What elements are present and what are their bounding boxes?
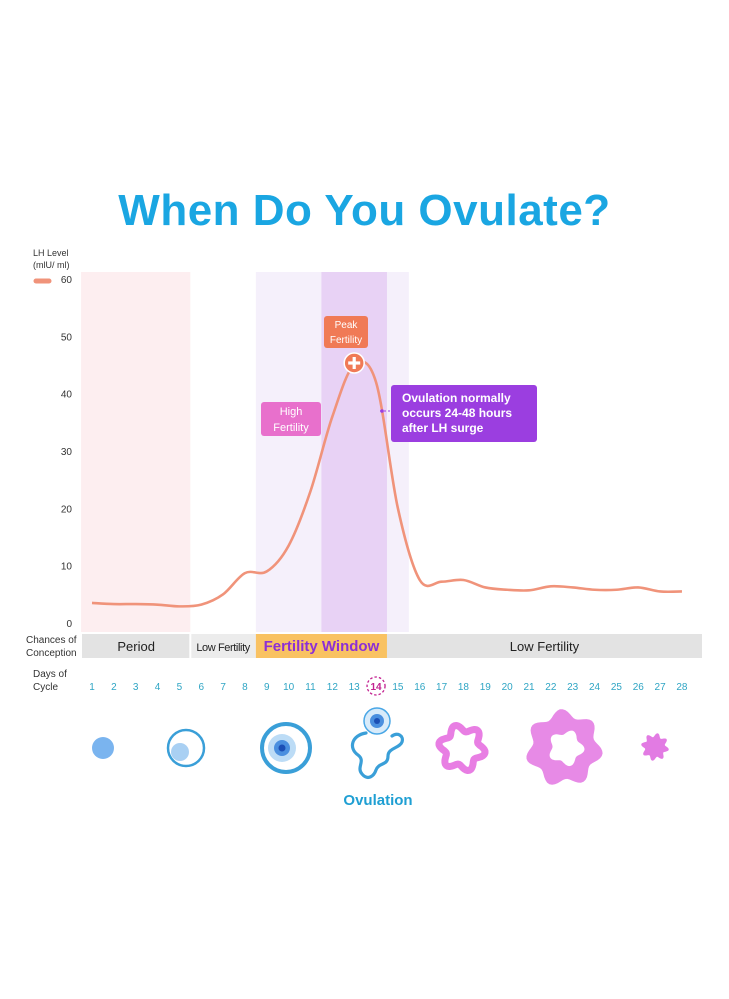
svg-text:Ovulation normally: Ovulation normally: [402, 391, 511, 405]
conception-segment: Fertility Window: [255, 634, 387, 658]
day-tick-label: 25: [611, 682, 623, 693]
y-axis-label: (mlU/ ml): [33, 260, 70, 270]
day-tick-label: 3: [133, 682, 139, 693]
day-tick-label: 5: [177, 682, 183, 693]
y-tick-label: 40: [61, 390, 73, 401]
day-tick-label: 1: [89, 682, 95, 693]
day-tick-label: 6: [198, 682, 204, 693]
y-tick-label: 0: [66, 619, 72, 630]
follicle-stage-3-icon: [260, 722, 312, 774]
peak-marker: [343, 352, 365, 374]
ovulation-caption: Ovulation: [343, 792, 412, 809]
day-tick-label: 8: [242, 682, 248, 693]
y-tick-label: 60: [61, 275, 73, 286]
ovulation-day-marker: [366, 676, 386, 696]
conception-segment: Low Fertility: [386, 634, 702, 658]
day-tick-label: 17: [436, 682, 448, 693]
day-tick-label: 16: [414, 682, 426, 693]
y-tick-label: 50: [61, 332, 73, 343]
follicle-stage-1-icon: [92, 737, 114, 759]
svg-text:after LH surge: after LH surge: [402, 421, 484, 435]
lh-level-line: [91, 360, 682, 608]
period-band: [81, 272, 191, 632]
day-tick-label: 23: [567, 682, 579, 693]
svg-text:Fertility Window: Fertility Window: [264, 638, 380, 655]
day-tick-label: 10: [283, 682, 295, 693]
day-tick-label: 19: [480, 682, 492, 693]
day-tick-label: 11: [305, 682, 316, 693]
svg-text:Fertility: Fertility: [273, 422, 309, 434]
svg-text:High: High: [280, 406, 303, 418]
day-tick-label: 24: [589, 682, 601, 693]
high-fertility-label: High Fertility: [261, 402, 321, 436]
day-tick-label: 18: [458, 682, 470, 693]
day-tick-label: 2: [111, 682, 117, 693]
svg-text:Fertility: Fertility: [330, 335, 362, 346]
day-tick-label: 13: [349, 682, 361, 693]
conception-segment: Period: [82, 634, 191, 658]
svg-text:Low Fertility: Low Fertility: [510, 639, 580, 654]
svg-text:Peak: Peak: [335, 320, 359, 331]
corpus-luteum-stage-1-icon: [435, 722, 489, 774]
day-tick-label: 28: [676, 682, 688, 693]
conception-row-label: Conception: [26, 648, 77, 659]
y-tick-label: 30: [61, 447, 73, 458]
day-tick-label: 9: [264, 682, 270, 693]
day-tick-label: 21: [523, 682, 535, 693]
chart-title: When Do You Ovulate?: [118, 186, 611, 235]
days-row-label: Cycle: [33, 682, 58, 693]
day-tick-label: 15: [392, 682, 404, 693]
day-tick-label: 14: [370, 682, 382, 693]
day-tick-label: 20: [502, 682, 514, 693]
y-axis-label: LH Level: [33, 248, 69, 258]
ovulation-stage-icon: [350, 707, 404, 779]
day-tick-label: 4: [155, 682, 161, 693]
day-tick-label: 27: [655, 682, 667, 693]
corpus-luteum-stage-2-icon: [526, 709, 603, 785]
y-tick-label: 10: [61, 562, 73, 573]
svg-text:occurs 24-48 hours: occurs 24-48 hours: [402, 406, 512, 420]
svg-text:Period: Period: [117, 639, 155, 654]
conception-segment: Low Fertility: [190, 634, 256, 658]
day-tick-label: 7: [220, 682, 226, 693]
day-tick-label: 26: [633, 682, 645, 693]
corpus-albicans-stage-icon: [641, 733, 669, 761]
follicle-stage-2-icon: [166, 728, 206, 768]
day-tick-label: 22: [545, 682, 557, 693]
days-row-label: Days of: [33, 669, 67, 680]
svg-text:Low Fertility: Low Fertility: [196, 642, 250, 654]
y-tick-label: 20: [61, 504, 73, 515]
ovulation-note-dot: [380, 409, 384, 413]
peak-fertility-label: Peak Fertility: [324, 316, 368, 348]
day-tick-label: 12: [327, 682, 339, 693]
conception-row-label: Chances of: [26, 635, 77, 646]
